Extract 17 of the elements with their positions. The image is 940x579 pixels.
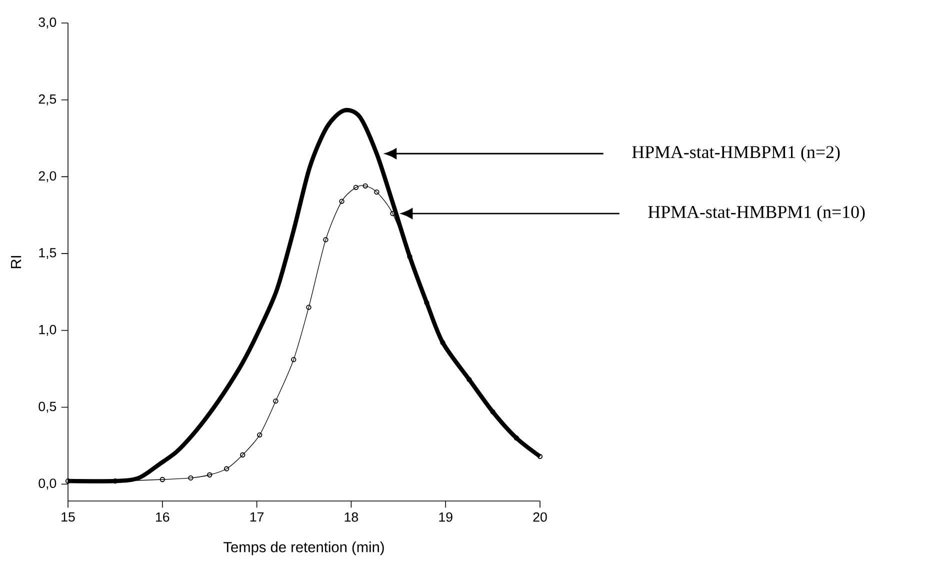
x-tick-label: 18	[344, 512, 358, 522]
y-axis-title: RI	[11, 256, 22, 268]
x-tick-label: 20	[533, 512, 547, 522]
text: HPMA-stat-HMBPM1 (n=10)	[648, 205, 865, 222]
y-tick-label: 0,0	[38, 478, 56, 490]
x-tick-label: 15	[62, 512, 75, 522]
y-tick-label: 2,5	[38, 94, 56, 106]
y-tick-label: 2,0	[38, 171, 56, 182]
x-tick-label: 17	[250, 512, 264, 522]
text: HPMA-stat-HMBPM1 (n=2)	[632, 146, 840, 162]
y-tick-label: 3,0	[38, 18, 56, 28]
x-axis-title: Temps de retention (min)	[224, 542, 384, 556]
y-tick-label: 1,5	[39, 248, 56, 259]
y-tick-label: 0,5	[38, 402, 56, 413]
y-tick-label: 1,0	[39, 324, 56, 336]
x-tick-label: 19	[439, 512, 452, 522]
x-tick-label: 16	[156, 512, 170, 522]
